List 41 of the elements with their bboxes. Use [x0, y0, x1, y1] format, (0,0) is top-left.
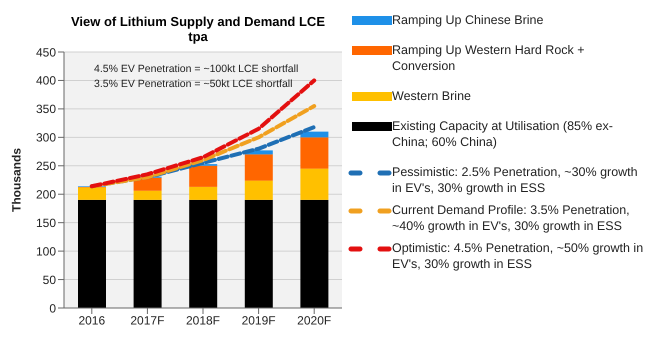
bar [300, 137, 328, 169]
bar [244, 200, 273, 308]
y-tick-label: 300 [36, 130, 56, 145]
legend-label: Current Demand Profile: 3.5% Penetration, ~40% growth in EV's, 30% growth in ESS [392, 202, 631, 234]
annotation: 4.5% EV Penetration = ~100kt LCE shortfall [94, 62, 298, 77]
legend-label: Optimistic: 4.5% Penetration, ~50% growth in EV's, 30% growth in ESS [392, 240, 644, 272]
bar [78, 187, 106, 200]
x-tick-label: 2018F [186, 314, 220, 328]
bar [300, 200, 328, 308]
legend-label: Ramping Up Western Hard Rock + Conversion [392, 42, 586, 74]
bar [244, 180, 273, 200]
annotation: 3.5% EV Penetration = ~50kt LCE shortfall [94, 77, 294, 92]
y-tick-label: 350 [36, 102, 56, 116]
bar [300, 132, 328, 138]
bar [244, 154, 273, 181]
x-tick-label: 2020F [297, 314, 332, 328]
y-tick-label: 250 [36, 159, 56, 174]
y-tick-label: 400 [36, 74, 56, 88]
bar [134, 200, 162, 308]
bar [189, 166, 218, 187]
y-axis-title: Thousands [9, 148, 24, 212]
line-series [90, 78, 316, 188]
y-tick-label: 200 [36, 187, 56, 202]
legend-label: Ramping Up Chinese Brine [392, 12, 544, 28]
legend-label: Western Brine [392, 88, 471, 104]
y-tick-label: 450 [36, 45, 56, 60]
legend-label: Pessimistic: 2.5% Penetration, ~30% growth in EV's, 30% growth in ESS [392, 164, 639, 196]
x-tick-label: 2016 [78, 314, 106, 328]
bar [134, 190, 162, 200]
chart-title: View of Lithium Supply and Demand LCE tpa [70, 14, 326, 46]
bar [300, 168, 328, 200]
y-tick-label: 50 [42, 272, 56, 287]
y-tick-label: 100 [36, 244, 56, 258]
legend-label: Existing Capacity at Utilisation (85% ex-China; 60% China) [392, 118, 614, 150]
y-tick-label: 150 [36, 216, 56, 230]
x-tick-label: 2019F [242, 314, 276, 328]
bar [189, 200, 218, 308]
y-tick-label: 0 [49, 301, 56, 316]
x-tick-label: 2017F [130, 314, 164, 328]
bar [78, 200, 106, 308]
bar [189, 186, 218, 200]
